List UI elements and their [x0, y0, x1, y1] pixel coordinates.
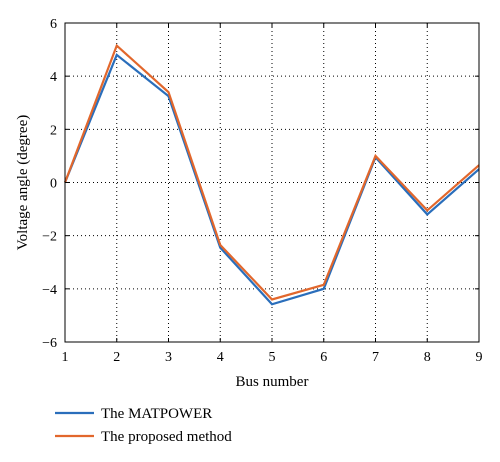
series-line-2 [63, 43, 480, 301]
y-tick-label: −2 [42, 230, 57, 245]
plot-frame [64, 22, 480, 343]
x-tick-label: 8 [424, 350, 431, 365]
legend: The MATPOWER The proposed method [55, 406, 232, 445]
x-tick-label: 7 [372, 350, 379, 365]
x-tick-label: 9 [476, 350, 483, 365]
series-layer [63, 43, 480, 306]
y-tick-label: 4 [50, 70, 57, 85]
tick-layer: 1 2 3 4 5 6 7 8 9 −6 −4 −2 0 2 4 6 [42, 17, 482, 365]
y-tick-label: −6 [42, 336, 57, 351]
grid-layer [65, 23, 479, 342]
y-tick-label: 0 [50, 177, 57, 192]
x-tick-label: 6 [320, 350, 327, 365]
x-tick-label: 5 [269, 350, 276, 365]
x-tick-label: 4 [217, 350, 224, 365]
x-tick-label: 1 [62, 350, 69, 365]
x-tick-label: 3 [165, 350, 172, 365]
series-line-1 [63, 53, 480, 306]
legend-label-1: The MATPOWER [101, 406, 212, 422]
y-tick-label: 6 [50, 17, 57, 32]
x-tick-label: 2 [113, 350, 120, 365]
legend-label-2: The proposed method [101, 429, 232, 445]
y-tick-label: 2 [50, 123, 57, 138]
y-tick-label: −4 [42, 283, 57, 298]
x-axis-label: Bus number [236, 374, 309, 390]
y-axis-label: Voltage angle (degree) [15, 115, 31, 251]
